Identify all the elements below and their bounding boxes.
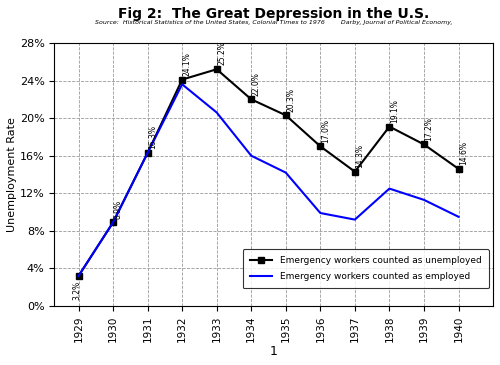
Emergency workers counted as employed [144,151,150,155]
Emergency workers counted as employed [76,274,82,278]
Emergency workers counted as unemployed [352,169,358,174]
Emergency workers counted as employed [214,110,220,115]
X-axis label: 1: 1 [270,345,278,358]
Text: 8.9%: 8.9% [114,200,122,219]
Emergency workers counted as employed [283,170,289,175]
Emergency workers counted as unemployed [76,274,82,278]
Text: 14.6%: 14.6% [459,141,468,165]
Emergency workers counted as employed [318,211,324,215]
Emergency workers counted as unemployed [179,77,185,82]
Text: 3.2%: 3.2% [72,281,82,300]
Emergency workers counted as unemployed [248,97,254,101]
Emergency workers counted as employed [110,220,116,224]
Y-axis label: Unemployment Rate: Unemployment Rate [7,117,17,232]
Emergency workers counted as unemployed [318,144,324,149]
Text: 20.3%: 20.3% [286,88,296,112]
Text: 16.3%: 16.3% [148,125,158,149]
Emergency workers counted as employed [248,154,254,158]
Text: 24.1%: 24.1% [183,52,192,76]
Emergency workers counted as unemployed [283,113,289,118]
Emergency workers counted as employed [179,82,185,87]
Emergency workers counted as employed [386,187,392,191]
Title: Fig 2:  The Great Depression in the U.S.: Fig 2: The Great Depression in the U.S. [118,7,430,21]
Text: 22.0%: 22.0% [252,72,261,96]
Emergency workers counted as unemployed [421,142,427,147]
Emergency workers counted as employed [456,215,462,219]
Emergency workers counted as unemployed [144,151,150,155]
Text: 17.0%: 17.0% [321,119,330,143]
Emergency workers counted as unemployed [386,124,392,129]
Emergency workers counted as employed [421,198,427,202]
Text: 25.2%: 25.2% [218,42,226,65]
Legend: Emergency workers counted as unemployed, Emergency workers counted as employed: Emergency workers counted as unemployed,… [242,249,488,288]
Line: Emergency workers counted as unemployed: Emergency workers counted as unemployed [76,66,462,279]
Text: 19.1%: 19.1% [390,99,399,123]
Emergency workers counted as unemployed [214,67,220,72]
Emergency workers counted as unemployed [456,167,462,171]
Emergency workers counted as unemployed [110,220,116,224]
Text: 17.2%: 17.2% [424,117,434,141]
Text: 14.3%: 14.3% [356,144,364,168]
Emergency workers counted as employed [352,218,358,222]
Line: Emergency workers counted as employed: Emergency workers counted as employed [78,84,458,276]
Text: Source:  Historical Statistics of the United States, Colonial Times to 1976     : Source: Historical Statistics of the Uni… [95,19,453,24]
